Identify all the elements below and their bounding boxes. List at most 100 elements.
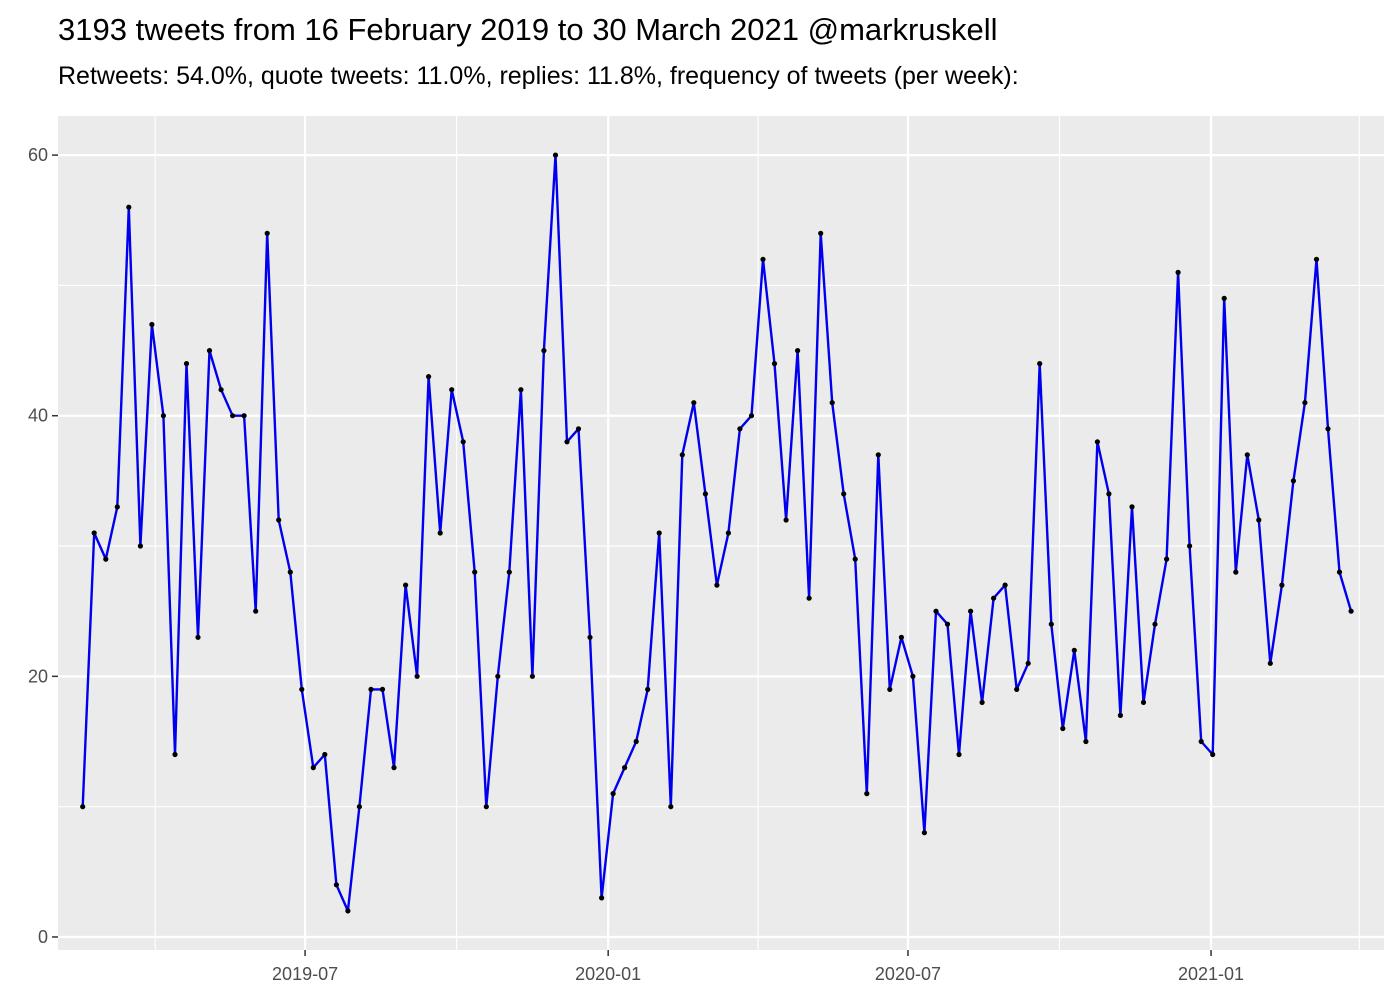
x-tick-label: 2021-01	[1178, 964, 1244, 984]
data-point	[1290, 478, 1296, 484]
data-point	[172, 751, 178, 758]
data-point	[645, 686, 651, 693]
data-point	[956, 751, 962, 758]
data-point	[310, 765, 316, 771]
data-point	[1048, 621, 1054, 627]
data-point	[206, 348, 213, 354]
data-point	[529, 673, 536, 679]
data-point	[1037, 361, 1043, 367]
data-point	[622, 765, 628, 771]
data-point	[1267, 660, 1273, 666]
y-tick-label: 60	[28, 145, 48, 165]
data-point	[1256, 517, 1262, 523]
data-point	[1210, 751, 1216, 758]
data-point	[403, 582, 409, 588]
data-point	[149, 321, 155, 328]
data-point	[91, 530, 97, 536]
data-point	[1140, 699, 1147, 706]
data-point	[610, 791, 616, 797]
data-point	[1221, 295, 1227, 301]
data-point	[1348, 608, 1354, 614]
data-point	[1117, 712, 1123, 719]
data-point	[137, 543, 143, 549]
grid-lines	[58, 116, 1384, 950]
data-point	[426, 374, 432, 380]
data-point	[241, 413, 247, 419]
data-point	[887, 686, 893, 693]
data-point	[818, 230, 824, 236]
data-point	[910, 673, 916, 679]
data-point	[933, 608, 939, 614]
data-point	[633, 738, 639, 745]
data-point	[495, 673, 501, 679]
data-point	[795, 348, 801, 354]
data-point	[1025, 660, 1031, 666]
data-point	[160, 413, 166, 419]
x-tick-label: 2020-01	[575, 964, 641, 984]
y-tick-label: 20	[28, 666, 48, 686]
data-point	[691, 400, 697, 406]
data-point	[322, 751, 328, 758]
data-point	[1071, 647, 1077, 653]
data-point	[368, 686, 374, 693]
data-point	[518, 387, 524, 393]
data-point	[806, 595, 812, 601]
data-point	[1325, 426, 1331, 432]
data-point	[391, 765, 397, 771]
data-point	[748, 413, 755, 419]
data-point	[1083, 738, 1089, 745]
data-point	[276, 517, 282, 523]
data-point	[356, 804, 362, 810]
data-point	[829, 400, 835, 406]
data-point	[472, 569, 478, 575]
data-point	[437, 530, 443, 536]
data-point	[1313, 256, 1320, 262]
data-point	[1164, 556, 1170, 562]
data-point	[483, 804, 489, 810]
data-point	[864, 791, 870, 797]
data-point	[783, 517, 789, 523]
data-point	[841, 491, 847, 497]
series-points	[80, 152, 1354, 914]
data-point	[1198, 738, 1204, 745]
data-point	[760, 256, 766, 262]
data-point	[852, 556, 858, 562]
data-point	[230, 413, 236, 419]
data-point	[1129, 504, 1135, 510]
data-point	[414, 673, 420, 679]
data-point	[114, 504, 120, 510]
data-point	[771, 361, 778, 367]
x-tick-label: 2020-07	[875, 964, 941, 984]
data-point	[991, 595, 997, 601]
data-point	[1302, 400, 1308, 406]
data-point	[737, 426, 743, 432]
data-point	[1336, 569, 1343, 575]
data-point	[875, 452, 881, 458]
data-point	[1279, 582, 1285, 588]
data-point	[1187, 543, 1193, 549]
y-tick-label: 40	[28, 406, 48, 426]
data-point	[1175, 269, 1181, 275]
data-point	[898, 634, 905, 640]
data-point	[1060, 725, 1066, 732]
data-point	[1244, 452, 1250, 458]
data-point	[1002, 582, 1008, 588]
data-point	[183, 361, 190, 367]
data-point	[702, 491, 709, 497]
data-point	[299, 686, 305, 693]
data-point	[541, 348, 547, 354]
plot-panel	[58, 116, 1384, 950]
data-point	[575, 426, 582, 432]
x-tick-label: 2019-07	[272, 964, 338, 984]
data-point	[218, 387, 224, 393]
data-point	[679, 452, 685, 458]
data-point	[103, 556, 109, 562]
data-point	[587, 634, 593, 640]
data-point	[506, 569, 512, 575]
data-point	[126, 204, 132, 210]
data-point	[253, 608, 259, 614]
data-point	[264, 230, 270, 236]
data-point	[552, 152, 559, 158]
data-point	[1106, 491, 1112, 497]
